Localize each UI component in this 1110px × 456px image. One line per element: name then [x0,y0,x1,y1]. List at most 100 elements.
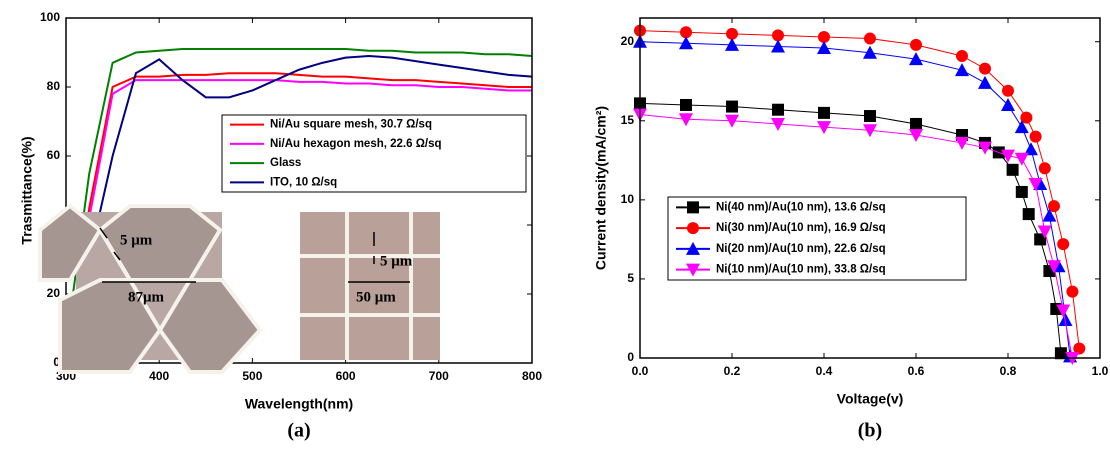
marker [1022,208,1035,221]
caption: (b) [858,420,882,442]
inset-hexagon [38,203,263,374]
marker [686,241,700,255]
legend-box [667,196,967,281]
marker [978,141,992,155]
marker [1029,130,1042,143]
x-tick-label: 0.2 [724,364,741,378]
marker [771,117,785,131]
marker [1038,162,1051,175]
inset-square [300,212,440,360]
marker [864,110,876,123]
legend-label: Ni(30 nm)/Au(10 nm), 16.9 Ω/sq [716,222,886,234]
marker [910,38,922,51]
marker [772,103,784,116]
series-line [65,72,532,364]
y-axis-label: Trasmittance(%) [19,136,35,244]
marker [863,124,877,138]
y-tick-label: 15 [621,113,635,127]
marker [1014,120,1029,134]
marker [955,63,969,77]
x-axis-label: Voltage(v) [837,391,904,407]
marker [1047,260,1061,274]
x-tick-label: 1.0 [1092,364,1109,378]
marker [726,100,738,113]
y-tick-label: 10 [621,192,635,206]
marker [686,263,700,277]
x-tick-label: 0.0 [632,364,649,378]
marker [1037,225,1052,239]
marker [1057,238,1070,251]
marker [687,201,699,214]
y-tick-label: 20 [621,34,635,48]
series-line [639,113,1073,359]
marker [864,32,876,45]
series-line [65,48,533,346]
marker [1042,208,1057,222]
marker [680,26,692,39]
inset-annotation: 87μm [128,289,165,305]
x-tick-label: 700 [429,369,449,383]
marker [772,29,784,42]
marker [818,106,830,119]
legend-label: ITO, 10 Ω/sq [270,176,337,188]
marker [909,129,923,143]
y-tick-label: 60 [47,148,61,162]
x-tick-label: 400 [149,369,169,383]
x-axis-label: Wavelength(nm) [245,396,353,412]
legend-label: Ni/Au hexagon mesh, 22.6 Ω/sq [270,138,442,150]
marker [1024,142,1038,156]
marker [1066,285,1079,298]
marker [956,49,968,62]
marker [1014,152,1029,166]
marker [978,75,992,89]
marker [1054,347,1067,360]
y-tick-label: 100 [40,10,60,24]
series-line [639,30,1080,349]
legend-label: Ni(10 nm)/Au(10 nm), 33.8 Ω/sq [716,264,886,276]
marker [818,30,830,43]
y-tick-label: 0 [627,350,634,364]
plot-frame [65,17,533,364]
marker [726,27,738,40]
legend-label: Ni/Au square mesh, 30.7 Ω/sq [270,119,432,131]
inset-annotation: 5 μm [380,253,413,269]
plot-frame [639,17,1101,359]
marker [680,98,692,111]
x-tick-label: 600 [336,369,356,383]
marker [1048,200,1060,213]
y-tick-label: 80 [47,79,61,93]
x-tick-label: 0.4 [816,364,833,378]
marker [1058,313,1073,327]
marker [1015,185,1028,198]
inset-arrows [99,227,410,283]
marker [1020,111,1033,124]
marker [955,136,969,150]
inset-annotation: 5 μm [120,232,153,248]
legend-label: Ni(20 nm)/Au(10 nm), 22.6 Ω/sq [716,243,886,255]
marker [1002,84,1014,97]
marker [771,39,785,53]
marker [1056,304,1071,318]
marker [725,114,739,128]
x-tick-label: 500 [242,369,262,383]
marker [679,113,693,127]
legend-label: Ni(40 nm)/Au(10 nm), 13.6 Ω/sq [716,201,886,213]
marker [910,117,922,130]
marker [817,121,831,135]
marker [863,45,877,59]
marker [725,37,739,51]
series-line [65,79,532,364]
marker [817,41,831,55]
marker [909,52,923,66]
marker [687,222,699,235]
marker [679,36,693,50]
y-tick-label: 20 [47,286,61,300]
legend-box [221,114,527,193]
x-tick-label: 800 [522,369,542,383]
marker [1073,342,1086,355]
y-tick-label: 5 [627,271,634,285]
marker [1001,97,1015,111]
x-tick-label: 0.6 [908,364,925,378]
marker [1001,149,1015,163]
